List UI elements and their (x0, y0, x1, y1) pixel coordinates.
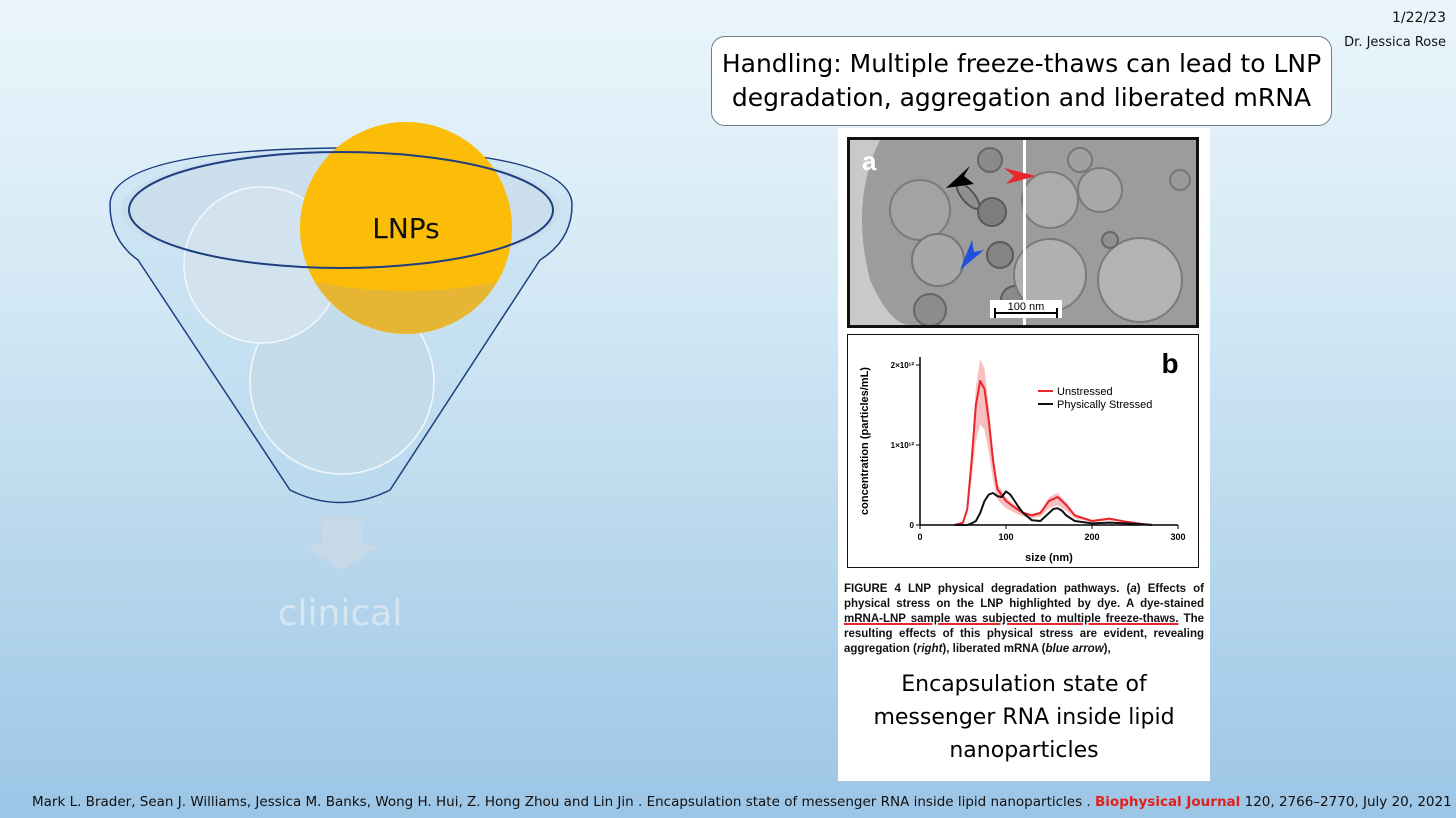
caption-underlined: mRNA-LNP sample was subjected to multipl… (844, 613, 1179, 625)
y-tick-label: 1×10¹² (891, 441, 915, 450)
x-tick-label: 100 (998, 532, 1013, 542)
chart-panel-b: 0 100 200 300 0 1×10¹² 2×10¹² size (nm) concentr… (847, 334, 1199, 568)
scale-bar-label: 100 nm (1008, 301, 1045, 313)
citation: Mark L. Brader, Sean J. Williams, Jessic… (32, 794, 1452, 810)
funnel-diagram: LNPs clinical (109, 122, 573, 634)
micrograph-image: 100 nm a (850, 140, 1196, 325)
x-tick-label: 200 (1084, 532, 1099, 542)
legend-label: Physically Stressed (1057, 399, 1152, 411)
funnel-rim (128, 151, 554, 269)
caption-lead: FIGURE 4 LNP physical degradation pathwa… (844, 583, 1131, 595)
slide-date: 1/22/23 (1392, 10, 1446, 26)
y-axis-label: concentration (particles/mL) (859, 367, 871, 515)
caption-part-3: ), liberated mRNA ( (942, 643, 1046, 655)
figure-caption: FIGURE 4 LNP physical degradation pathwa… (844, 582, 1204, 657)
panel-b-label: b (1161, 348, 1178, 379)
funnel-output-label: clinical (278, 593, 402, 634)
funnel-highlight-lower (315, 282, 497, 334)
figure-panel: 100 nm a 0 100 200 300 0 1×10¹² 2×10¹² size (nm… (838, 128, 1210, 781)
citation-journal: Biophysical Journal (1095, 794, 1241, 810)
caption-a: a (1130, 583, 1137, 595)
citation-authors: Mark L. Brader, Sean J. Williams, Jessic… (32, 794, 1096, 810)
blue-arrow-icon (960, 240, 984, 270)
x-tick-label: 0 (917, 532, 922, 542)
size-distribution-chart: 0 100 200 300 0 1×10¹² 2×10¹² size (nm) concentr… (859, 348, 1186, 564)
y-tick-label: 2×10¹² (891, 361, 915, 370)
citation-details: 120, 2766–2770, July 20, 2021 (1240, 794, 1452, 810)
down-arrow-icon (302, 516, 382, 570)
caption-right: right (916, 643, 943, 655)
caption-part-2: The resulting effects of this physical s… (844, 613, 1204, 655)
micrograph-panel-a: 100 nm a (847, 137, 1199, 328)
slide-author: Dr. Jessica Rose (1344, 35, 1446, 50)
series-line-unstressed (954, 380, 1153, 526)
funnel-circle-highlight (300, 122, 512, 334)
funnel-highlight-label: LNPs (372, 212, 440, 245)
caption-blue-arrow: blue arrow (1045, 643, 1104, 655)
encapsulation-title: Encapsulation state of messenger RNA ins… (873, 672, 1175, 763)
series-line-physically-stressed (954, 490, 1153, 526)
legend-label: Unstressed (1057, 386, 1113, 398)
x-tick-label: 300 (1170, 532, 1185, 542)
caption-part-1: ) Effects of physical stress on the LNP … (844, 583, 1204, 610)
black-arrow-icon (946, 166, 974, 188)
x-axis-label: size (nm) (1025, 552, 1073, 564)
panel-a-label: a (862, 146, 877, 176)
y-tick-label: 0 (910, 521, 915, 530)
slide-title: Handling: Multiple freeze-thaws can lead… (721, 49, 1322, 112)
caption-part-4: ), (1103, 643, 1111, 655)
red-arrow-icon (1004, 168, 1036, 184)
slide-title-box: Handling: Multiple freeze-thaws can lead… (711, 36, 1332, 126)
